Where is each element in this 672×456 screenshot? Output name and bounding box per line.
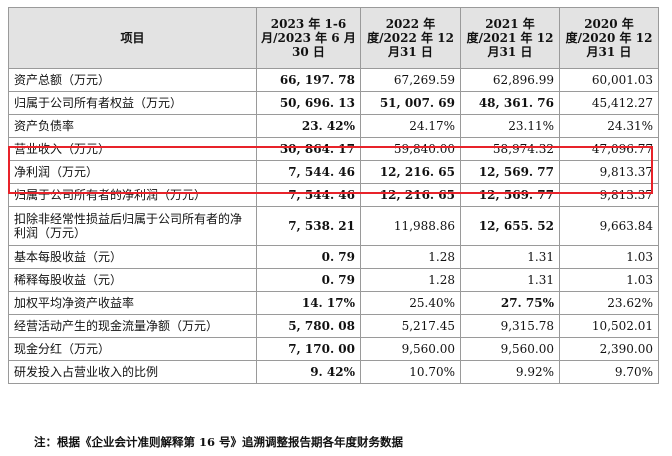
table-cell: 24.31% bbox=[559, 114, 659, 138]
table-cell: 51, 007. 69 bbox=[360, 91, 461, 115]
table-cell: 23.62% bbox=[559, 291, 659, 315]
table-row-highlighted: 营业收入（万元） 30, 864. 17 59,840.00 58,974.32… bbox=[8, 137, 659, 161]
table-cell: 50, 696. 13 bbox=[256, 91, 361, 115]
row-label: 归属于公司所有者的净利润（万元） bbox=[8, 183, 257, 207]
table-cell: 10,502.01 bbox=[559, 314, 659, 338]
table-cell: 7, 538. 21 bbox=[256, 206, 361, 246]
row-label: 营业收入（万元） bbox=[8, 137, 257, 161]
table-row: 经营活动产生的现金流量净额（万元） 5, 780. 08 5,217.45 9,… bbox=[8, 314, 659, 338]
row-label: 净利润（万元） bbox=[8, 160, 257, 184]
table-cell: 9,560.00 bbox=[460, 337, 560, 361]
table-cell: 0. 79 bbox=[256, 268, 361, 292]
row-label: 基本每股收益（元） bbox=[8, 245, 257, 269]
table-cell: 1.28 bbox=[360, 245, 461, 269]
table-cell: 7, 544. 46 bbox=[256, 160, 361, 184]
header-cell: 2020 年度/2020 年 12 月31 日 bbox=[559, 7, 659, 69]
table-row: 稀释每股收益（元） 0. 79 1.28 1.31 1.03 bbox=[8, 268, 659, 292]
row-label: 资产负债率 bbox=[8, 114, 257, 138]
table-cell: 9,663.84 bbox=[559, 206, 659, 246]
header-cell: 2021 年度/2021 年 12 月31 日 bbox=[460, 7, 560, 69]
table-cell: 9,315.78 bbox=[460, 314, 560, 338]
table-cell: 7, 544. 46 bbox=[256, 183, 361, 207]
header-row: 项目 2023 年 1-6 月/2023 年 6 月30 日 2022 年度/2… bbox=[8, 7, 659, 69]
table-cell: 12, 569. 77 bbox=[460, 183, 560, 207]
table-cell: 10.70% bbox=[360, 360, 461, 384]
table-cell: 66, 197. 78 bbox=[256, 68, 361, 92]
table-cell: 12, 655. 52 bbox=[460, 206, 560, 246]
table-cell: 9,560.00 bbox=[360, 337, 461, 361]
table-row-highlighted: 净利润（万元） 7, 544. 46 12, 216. 65 12, 569. … bbox=[8, 160, 659, 184]
table-cell: 9.70% bbox=[559, 360, 659, 384]
table-cell: 14. 17% bbox=[256, 291, 361, 315]
table-cell: 5, 780. 08 bbox=[256, 314, 361, 338]
table-cell: 67,269.59 bbox=[360, 68, 461, 92]
table-cell: 12, 569. 77 bbox=[460, 160, 560, 184]
table-row: 归属于公司所有者的净利润（万元） 7, 544. 46 12, 216. 65 … bbox=[8, 183, 659, 207]
table-cell: 23. 42% bbox=[256, 114, 361, 138]
table-cell: 9,813.37 bbox=[559, 183, 659, 207]
table-cell: 27. 75% bbox=[460, 291, 560, 315]
table-row: 现金分红（万元） 7, 170. 00 9,560.00 9,560.00 2,… bbox=[8, 337, 659, 361]
row-label: 现金分红（万元） bbox=[8, 337, 257, 361]
table-cell: 60,001.03 bbox=[559, 68, 659, 92]
row-label: 归属于公司所有者权益（万元） bbox=[8, 91, 257, 115]
table-cell: 12, 216. 65 bbox=[360, 160, 461, 184]
table-cell: 5,217.45 bbox=[360, 314, 461, 338]
table-cell: 1.03 bbox=[559, 268, 659, 292]
table-cell: 1.31 bbox=[460, 268, 560, 292]
table-row: 基本每股收益（元） 0. 79 1.28 1.31 1.03 bbox=[8, 245, 659, 269]
table-cell: 24.17% bbox=[360, 114, 461, 138]
table-row: 扣除非经常性损益后归属于公司所有者的净利润（万元） 7, 538. 21 11,… bbox=[8, 206, 659, 246]
table-cell: 47,096.77 bbox=[559, 137, 659, 161]
table-cell: 7, 170. 00 bbox=[256, 337, 361, 361]
footnote: 注：根据《企业会计准则解释第 16 号》追溯调整报告期各年度财务数据 bbox=[34, 435, 404, 449]
financial-table: 项目 2023 年 1-6 月/2023 年 6 月30 日 2022 年度/2… bbox=[8, 7, 659, 384]
table-cell: 1.31 bbox=[460, 245, 560, 269]
table-cell: 48, 361. 76 bbox=[460, 91, 560, 115]
table-cell: 30, 864. 17 bbox=[256, 137, 361, 161]
header-cell: 项目 bbox=[8, 7, 257, 69]
table-cell: 0. 79 bbox=[256, 245, 361, 269]
row-label: 稀释每股收益（元） bbox=[8, 268, 257, 292]
table-cell: 2,390.00 bbox=[559, 337, 659, 361]
table-row: 研发投入占营业收入的比例 9. 42% 10.70% 9.92% 9.70% bbox=[8, 360, 659, 384]
table-row: 资产总额（万元） 66, 197. 78 67,269.59 62,896.99… bbox=[8, 68, 659, 92]
table-row: 资产负债率 23. 42% 24.17% 23.11% 24.31% bbox=[8, 114, 659, 138]
table-cell: 1.03 bbox=[559, 245, 659, 269]
table-row: 加权平均净资产收益率 14. 17% 25.40% 27. 75% 23.62% bbox=[8, 291, 659, 315]
header-cell: 2022 年度/2022 年 12 月31 日 bbox=[360, 7, 461, 69]
row-label: 加权平均净资产收益率 bbox=[8, 291, 257, 315]
row-label: 资产总额（万元） bbox=[8, 68, 257, 92]
table-cell: 9. 42% bbox=[256, 360, 361, 384]
table-cell: 12, 216. 65 bbox=[360, 183, 461, 207]
table-cell: 25.40% bbox=[360, 291, 461, 315]
table-row: 归属于公司所有者权益（万元） 50, 696. 13 51, 007. 69 4… bbox=[8, 91, 659, 115]
row-label: 扣除非经常性损益后归属于公司所有者的净利润（万元） bbox=[8, 206, 257, 246]
table-cell: 58,974.32 bbox=[460, 137, 560, 161]
header-cell: 2023 年 1-6 月/2023 年 6 月30 日 bbox=[256, 7, 361, 69]
table-cell: 9.92% bbox=[460, 360, 560, 384]
table-cell: 59,840.00 bbox=[360, 137, 461, 161]
table-cell: 62,896.99 bbox=[460, 68, 560, 92]
table-cell: 11,988.86 bbox=[360, 206, 461, 246]
row-label: 研发投入占营业收入的比例 bbox=[8, 360, 257, 384]
table-cell: 1.28 bbox=[360, 268, 461, 292]
table-cell: 45,412.27 bbox=[559, 91, 659, 115]
table-cell: 9,813.37 bbox=[559, 160, 659, 184]
row-label: 经营活动产生的现金流量净额（万元） bbox=[8, 314, 257, 338]
table-cell: 23.11% bbox=[460, 114, 560, 138]
